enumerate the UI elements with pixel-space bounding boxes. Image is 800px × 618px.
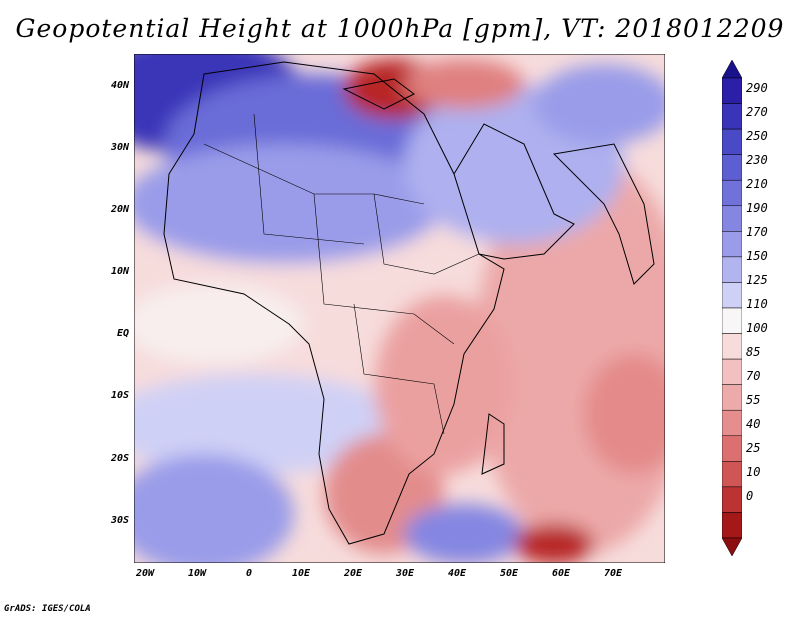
colorbar-label: 10 (746, 465, 761, 479)
x-tick-label: 10W (187, 568, 207, 579)
colorbar-label: 125 (746, 273, 768, 287)
colorbar-label: 70 (746, 369, 761, 383)
x-tick-label: 10E (291, 568, 311, 579)
colorbar-swatch (722, 103, 742, 130)
colorbar-swatch (722, 435, 742, 462)
x-tick-label: 50E (499, 568, 519, 579)
colorbar-label: 170 (746, 225, 768, 239)
chart-title: Geopotential Height at 1000hPa [gpm], VT… (15, 14, 785, 43)
y-tick-label: 20N (110, 204, 129, 215)
colorbar-swatch (722, 384, 742, 411)
colorbar-swatch (722, 231, 742, 258)
colorbar-label: 85 (746, 345, 761, 359)
colorbar-swatch (722, 282, 742, 309)
y-tick-label: 10N (110, 266, 129, 277)
colorbar-swatch (722, 205, 742, 232)
colorbar-top-arrow (722, 60, 742, 79)
x-tick-label: 20W (135, 568, 155, 579)
colorbar-swatch (722, 486, 742, 513)
x-tick-label: 0 (245, 568, 253, 579)
colorbar-label: 40 (746, 417, 761, 431)
colorbar-label: 290 (746, 81, 768, 95)
x-tick-label: 70E (603, 568, 623, 579)
colorbar-label: 55 (746, 393, 761, 407)
colorbar-swatch (722, 358, 742, 385)
map-panel (134, 54, 665, 563)
colorbar-swatch (722, 77, 742, 104)
colorbar-swatch (722, 409, 742, 437)
colorbar-label: 250 (746, 129, 768, 143)
colorbar-label: 100 (746, 321, 768, 335)
y-tick-label: EQ (116, 328, 129, 339)
colorbar-label: 110 (746, 297, 768, 311)
colorbar-label: 0 (746, 489, 754, 503)
colorbar-swatch (722, 179, 742, 207)
colorbar-label: 190 (746, 201, 768, 215)
borders (203, 113, 480, 435)
y-tick-label: 40N (110, 80, 129, 91)
colorbar-bottom-arrow (722, 537, 742, 556)
y-tick-label: 30N (110, 142, 129, 153)
y-tick-label: 30S (110, 515, 129, 526)
credit-label: GrADS: IGES/COLA (4, 604, 91, 614)
colorbar-swatch (722, 333, 742, 360)
colorbar-swatch (722, 128, 742, 155)
colorbar-swatch (722, 154, 742, 181)
colorbar (722, 60, 742, 556)
colorbar-swatch (722, 512, 742, 539)
height-field (134, 54, 665, 563)
colorbar-swatch (722, 461, 742, 488)
coastline (163, 61, 655, 545)
y-tick-label: 10S (110, 390, 129, 401)
y-tick-label: 20S (110, 453, 129, 464)
colorbar-label: 230 (746, 153, 768, 167)
colorbar-label: 25 (746, 441, 761, 455)
x-tick-label: 40E (447, 568, 467, 579)
colorbar-swatch (722, 307, 742, 334)
colorbar-label: 270 (746, 105, 768, 119)
x-tick-label: 60E (551, 568, 571, 579)
colorbar-swatch (722, 256, 742, 283)
x-tick-label: 20E (343, 568, 363, 579)
x-tick-label: 30E (395, 568, 415, 579)
colorbar-label: 210 (746, 177, 768, 191)
colorbar-label: 150 (746, 249, 768, 263)
